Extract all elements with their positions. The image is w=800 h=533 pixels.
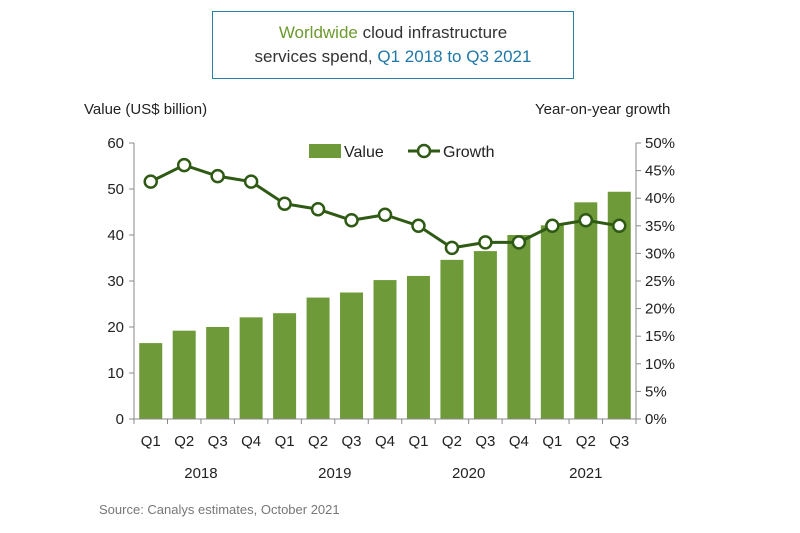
legend-swatch-growth-marker (416, 143, 432, 159)
x-year-label: 2021 (569, 465, 602, 482)
x-year-label: 2018 (184, 465, 217, 482)
y-right-tick-label: 40% (645, 190, 675, 207)
point-growth (545, 218, 560, 234)
chart-title: Worldwide cloud infrastructure services … (212, 11, 574, 79)
y-left-tick-label: 50 (107, 181, 124, 198)
bar-value (373, 280, 397, 419)
point-growth (210, 168, 225, 184)
point-growth (444, 240, 460, 256)
point-growth (344, 213, 359, 228)
y-right-tick-label: 15% (645, 328, 675, 345)
x-tick-label: Q1 (408, 433, 428, 450)
y-left-tick-label: 20 (107, 319, 124, 336)
bar-value (340, 292, 364, 419)
y-left-tick-label: 60 (107, 135, 124, 152)
point-growth (143, 174, 158, 189)
y-axis-left-title: Value (US$ billion) (84, 101, 208, 118)
y-right-tick-label: 35% (645, 218, 675, 235)
chart-svg: 0 10 20 30 40 50 60 0% 5% 10% 15% 20% 25% 30% 35% 40% 45… (107, 135, 675, 482)
point-growth (277, 196, 292, 211)
point-growth (377, 207, 393, 223)
bar-value (507, 235, 531, 419)
y-right-tick-label: 50% (645, 135, 675, 152)
point-growth (243, 174, 259, 189)
x-tick-label: Q4 (241, 433, 261, 450)
y-right-tick-label: 30% (645, 245, 675, 262)
legend-swatch-value (309, 144, 341, 158)
y-right-tick-label: 5% (645, 383, 667, 400)
x-tick-label: Q3 (475, 433, 495, 450)
x-tick-label: Q3 (208, 433, 228, 450)
bar-value (139, 343, 163, 419)
y-left-tick-label: 0 (116, 411, 124, 428)
y-right-tick-label: 45% (645, 163, 675, 180)
x-tick-label: Q2 (442, 433, 462, 450)
y-left-tick-label: 40 (107, 227, 124, 244)
x-tick-label: Q1 (275, 433, 295, 450)
bar-value (473, 251, 497, 419)
y-left-tick-label: 10 (107, 365, 124, 382)
title-part-worldwide: Worldwide (278, 23, 358, 42)
title-part-cloud: cloud infrastructure (357, 23, 508, 42)
bar-value (239, 317, 263, 419)
bar-value (574, 202, 598, 419)
bar-value (406, 275, 430, 419)
bar-value (607, 191, 631, 419)
legend-label-value: Value (344, 144, 384, 161)
x-tick-label: Q2 (308, 433, 328, 450)
title-part-period: Q1 2018 to Q3 2021 (377, 47, 532, 66)
y-left-tick-label: 30 (107, 273, 124, 290)
y-right-tick-label: 0% (645, 411, 667, 428)
bar-value (540, 225, 564, 419)
title-part-services: services spend, (254, 47, 378, 66)
y-right-tick-label: 25% (645, 273, 675, 290)
x-tick-label: Q2 (576, 433, 596, 450)
y-right-tick-label: 20% (645, 301, 675, 318)
bar-value (306, 297, 330, 419)
legend-label-growth: Growth (443, 144, 495, 161)
point-growth (310, 201, 326, 217)
x-tick-label: Q4 (375, 433, 395, 450)
x-tick-label: Q3 (609, 433, 629, 450)
x-tick-label: Q3 (342, 433, 362, 450)
x-year-label: 2020 (452, 465, 485, 482)
bar-value (440, 259, 464, 419)
y-right-tick-label: 10% (645, 356, 675, 373)
point-growth (612, 218, 627, 234)
point-growth (511, 235, 527, 250)
point-growth (478, 235, 493, 250)
y-axis-right-title: Year-on-year growth (535, 101, 671, 118)
bar-value (206, 327, 230, 419)
bar-value (273, 313, 297, 419)
point-growth (176, 157, 192, 173)
x-tick-label: Q1 (542, 433, 562, 450)
point-growth (578, 213, 594, 228)
x-tick-label: Q1 (141, 433, 161, 450)
x-tick-label: Q4 (509, 433, 529, 450)
source-note: Source: Canalys estimates, October 2021 (99, 502, 340, 517)
point-growth (411, 218, 426, 234)
bar-value (172, 330, 196, 419)
x-tick-label: Q2 (174, 433, 194, 450)
x-year-label: 2019 (318, 465, 351, 482)
